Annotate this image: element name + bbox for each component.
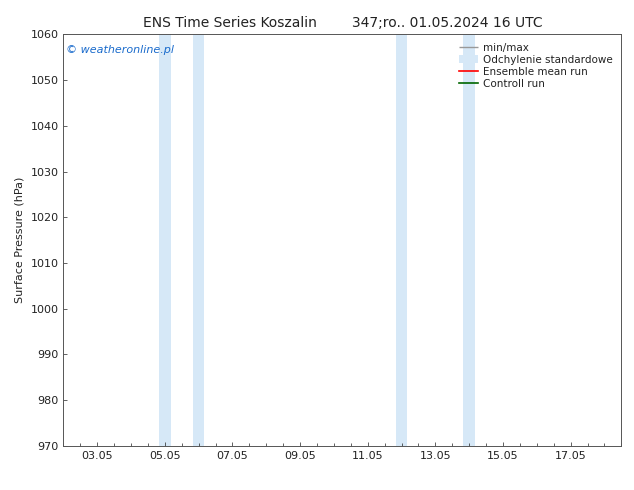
Bar	[193, 34, 204, 446]
Title: ENS Time Series Koszalin        347;ro.. 01.05.2024 16 UTC: ENS Time Series Koszalin 347;ro.. 01.05.…	[143, 16, 542, 30]
Legend: min/max, Odchylenie standardowe, Ensemble mean run, Controll run: min/max, Odchylenie standardowe, Ensembl…	[456, 40, 616, 92]
Bar	[463, 34, 475, 446]
Text: © weatheronline.pl: © weatheronline.pl	[66, 45, 174, 54]
Bar	[159, 34, 171, 446]
Bar	[396, 34, 407, 446]
Y-axis label: Surface Pressure (hPa): Surface Pressure (hPa)	[15, 177, 25, 303]
